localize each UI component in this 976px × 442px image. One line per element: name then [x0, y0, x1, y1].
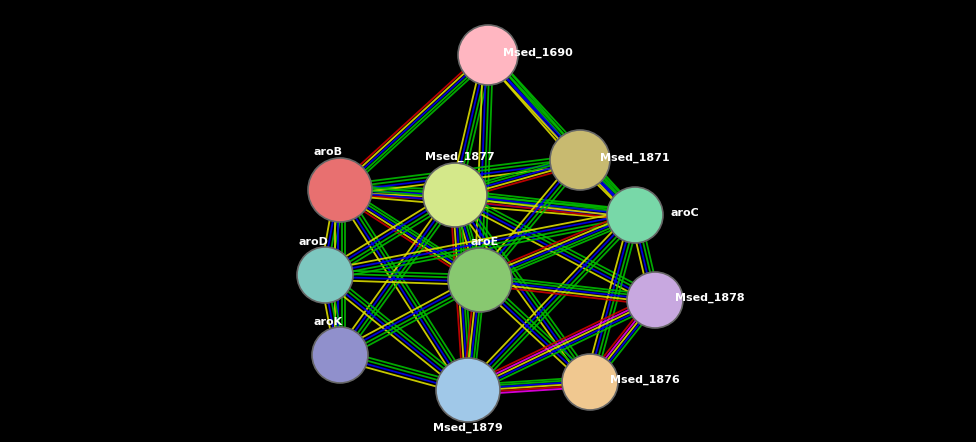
Circle shape [550, 130, 610, 190]
Text: Msed_1876: Msed_1876 [610, 375, 680, 385]
Text: Msed_1877: Msed_1877 [426, 152, 495, 162]
Text: Msed_1878: Msed_1878 [675, 293, 745, 303]
Circle shape [312, 327, 368, 383]
Text: aroB: aroB [313, 147, 343, 157]
Text: aroK: aroK [313, 317, 343, 327]
Text: Msed_1690: Msed_1690 [503, 48, 573, 58]
Circle shape [297, 247, 353, 303]
Circle shape [607, 187, 663, 243]
Circle shape [562, 354, 618, 410]
Circle shape [448, 248, 512, 312]
Text: aroD: aroD [298, 237, 328, 247]
Text: Msed_1879: Msed_1879 [433, 423, 503, 433]
Circle shape [627, 272, 683, 328]
Circle shape [436, 358, 500, 422]
Circle shape [458, 25, 518, 85]
Text: Msed_1871: Msed_1871 [600, 153, 670, 163]
Circle shape [308, 158, 372, 222]
Text: aroE: aroE [470, 237, 499, 247]
Circle shape [423, 163, 487, 227]
Text: aroC: aroC [671, 208, 700, 218]
